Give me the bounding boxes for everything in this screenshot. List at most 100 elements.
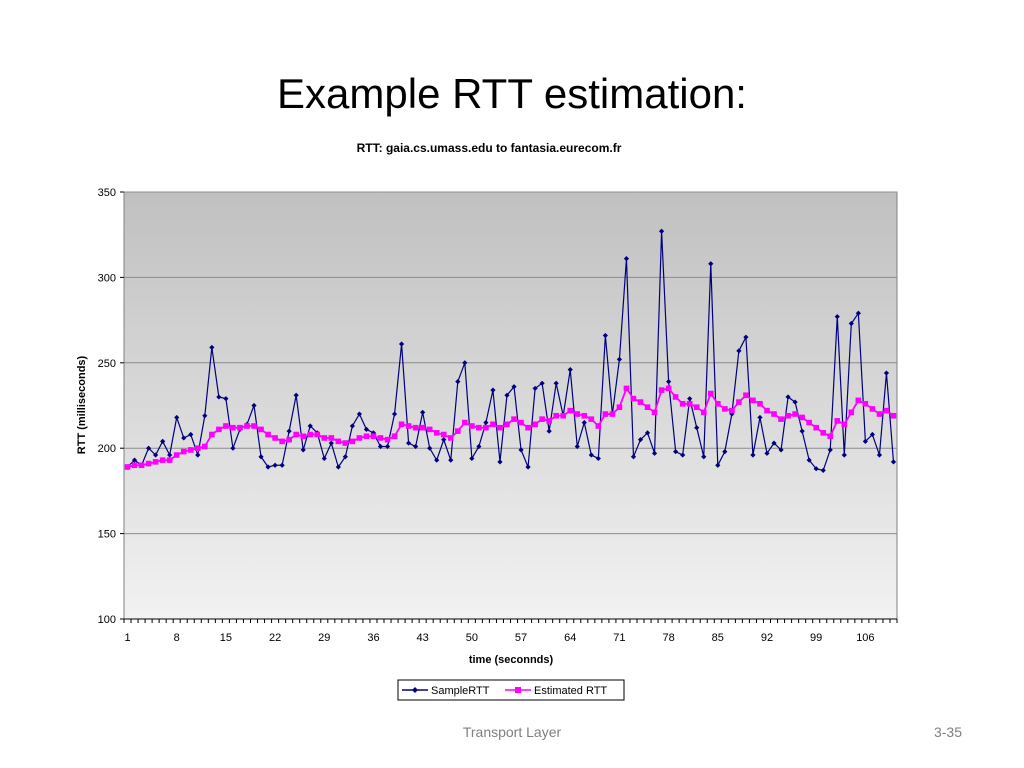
- data-point: [820, 467, 826, 474]
- data-point: [180, 448, 187, 455]
- x-axis-label: time (seconnds): [469, 654, 554, 666]
- data-point: [785, 394, 791, 400]
- data-point: [553, 412, 559, 419]
- data-point: [883, 407, 890, 414]
- data-point: [785, 412, 791, 419]
- data-point: [736, 399, 742, 405]
- data-point: [145, 445, 152, 451]
- data-point: [707, 390, 714, 397]
- series-group: [124, 228, 897, 474]
- data-point: [384, 436, 391, 443]
- data-point: [440, 431, 447, 438]
- x-tick-label: 99: [810, 632, 822, 644]
- data-point: [666, 378, 672, 385]
- data-point: [497, 459, 503, 465]
- data-point: [869, 406, 876, 412]
- series-sample-rtt: [124, 228, 897, 474]
- data-point: [743, 392, 749, 399]
- data-point: [729, 407, 735, 414]
- chart-title: RTT: gaia.cs.umass.edu to fantasia.eurec…: [357, 141, 622, 155]
- data-point: [138, 462, 145, 469]
- data-point: [230, 445, 236, 451]
- data-point: [687, 396, 693, 402]
- data-point: [335, 438, 342, 445]
- data-point: [426, 426, 433, 433]
- data-point: [637, 437, 644, 443]
- data-point: [876, 411, 883, 417]
- data-point: [750, 452, 756, 458]
- data-point: [300, 447, 306, 453]
- data-point: [630, 454, 637, 460]
- data-point: [581, 419, 587, 426]
- data-point: [202, 443, 208, 450]
- data-point: [686, 400, 693, 407]
- data-point: [265, 464, 271, 470]
- data-point: [602, 411, 609, 417]
- x-tick-label: 78: [662, 632, 674, 644]
- data-point: [286, 428, 292, 434]
- x-tick-label: 8: [174, 632, 180, 644]
- x-tick-label: 36: [367, 632, 379, 644]
- data-point: [398, 421, 405, 428]
- data-point: [160, 438, 166, 444]
- data-point: [145, 460, 152, 467]
- data-point: [700, 409, 707, 416]
- data-point: [419, 424, 426, 431]
- data-point: [462, 419, 468, 426]
- data-point: [813, 424, 819, 431]
- x-tick-label: 50: [466, 632, 478, 644]
- data-point: [166, 457, 173, 463]
- data-point: [743, 334, 749, 340]
- data-point: [216, 426, 222, 433]
- data-point: [307, 423, 313, 429]
- data-point: [223, 423, 229, 429]
- x-tick-label: 71: [613, 632, 625, 644]
- data-point: [195, 452, 201, 458]
- y-tick-label: 300: [98, 272, 116, 284]
- data-point: [476, 424, 482, 431]
- data-point: [504, 392, 510, 398]
- data-point: [673, 449, 679, 455]
- slide-number: 3-35: [933, 724, 962, 740]
- data-point: [209, 344, 215, 351]
- data-point: [757, 400, 763, 407]
- plot-area: [123, 191, 898, 620]
- x-tick-label: 92: [761, 632, 773, 644]
- data-point: [258, 426, 264, 433]
- data-point: [799, 428, 805, 434]
- data-point: [792, 411, 798, 417]
- legend-label-estimated-rtt: Estimated RTT: [534, 685, 607, 697]
- data-point: [757, 414, 763, 421]
- data-point: [363, 433, 370, 440]
- data-point: [237, 424, 243, 431]
- data-point: [750, 397, 756, 404]
- data-point: [279, 438, 285, 445]
- data-point: [595, 455, 601, 462]
- data-point: [771, 411, 777, 417]
- data-point: [539, 416, 545, 422]
- data-point: [398, 341, 405, 347]
- data-point: [209, 431, 215, 438]
- data-point: [511, 416, 517, 422]
- data-point: [314, 431, 321, 438]
- data-point: [708, 261, 714, 267]
- data-point: [525, 424, 531, 431]
- data-point: [701, 454, 707, 460]
- data-point: [827, 433, 834, 440]
- data-point: [672, 394, 679, 400]
- data-point: [455, 378, 461, 385]
- y-tick-label: 350: [98, 187, 116, 199]
- data-point: [693, 404, 700, 411]
- data-point: [532, 385, 538, 392]
- data-point: [159, 457, 166, 463]
- data-point: [406, 440, 412, 446]
- data-point: [356, 411, 363, 417]
- data-point: [412, 424, 419, 431]
- data-point: [413, 443, 419, 450]
- data-point: [286, 436, 292, 443]
- data-point: [223, 396, 229, 402]
- data-point: [328, 435, 335, 441]
- footer-section-label: Transport Layer: [462, 724, 562, 740]
- data-point: [736, 348, 742, 354]
- data-point: [391, 411, 398, 417]
